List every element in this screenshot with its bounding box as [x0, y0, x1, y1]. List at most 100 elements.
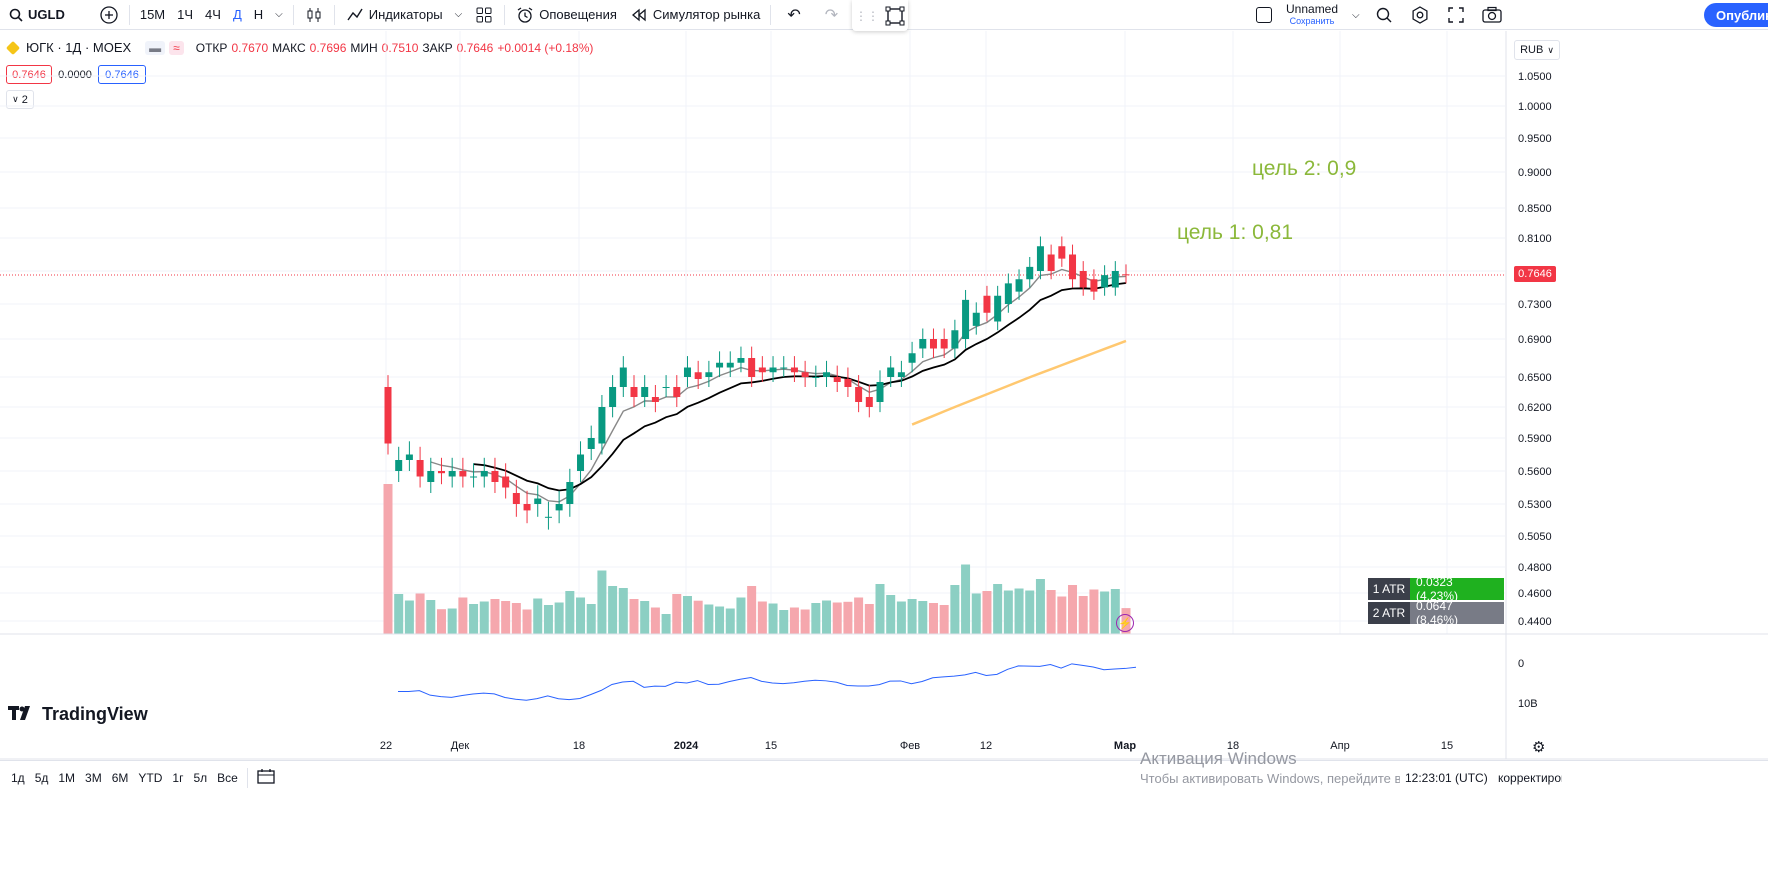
drag-handle-icon[interactable]: ⋮⋮: [855, 8, 879, 23]
layout-checkbox[interactable]: [1250, 0, 1278, 30]
volume-bar: [533, 598, 543, 634]
volume-bar: [650, 607, 660, 634]
replay-label: Симулятор рынка: [652, 7, 761, 22]
volume-bar: [618, 588, 628, 634]
volume-bar: [522, 609, 532, 634]
range-all[interactable]: Все: [217, 770, 238, 785]
candle-body: [1101, 275, 1109, 288]
layout-name: Unnamed: [1286, 2, 1339, 16]
clock[interactable]: 12:23:01 (UTC): [1405, 771, 1488, 785]
range-1y[interactable]: 1г: [172, 770, 184, 785]
candle-body: [502, 476, 510, 488]
volume-bar: [822, 600, 832, 634]
target-1-label[interactable]: цель 1: 0,81: [1177, 221, 1294, 244]
range-1m[interactable]: 1М: [58, 770, 76, 785]
legend-eye-toggle[interactable]: ▬: [145, 40, 166, 55]
price-chart[interactable]: 1.05001.00000.95000.90000.85000.81000.77…: [0, 31, 1768, 794]
volume-bars: [383, 484, 1131, 634]
undo-button[interactable]: ↶: [775, 0, 812, 30]
volume-bar: [436, 609, 446, 634]
adjust-button[interactable]: корректирование: [1498, 771, 1562, 785]
candle-body: [758, 367, 766, 373]
price-tick-label: 0.9000: [1518, 167, 1552, 179]
time-tick-label: Апр: [1330, 740, 1349, 752]
candle-body: [1069, 254, 1077, 280]
candle-body: [470, 476, 478, 478]
ask-box[interactable]: 0.7646: [98, 65, 146, 84]
volume-bar: [479, 601, 489, 634]
candle-body: [994, 295, 1002, 322]
candle-body: [1058, 246, 1066, 259]
candle-body: [555, 504, 563, 511]
compare-button[interactable]: [93, 0, 125, 30]
indicators-button[interactable]: Индикаторы: [339, 0, 449, 30]
indicators-dropdown[interactable]: ⌵: [449, 0, 469, 30]
range-ytd[interactable]: YTD: [138, 770, 163, 785]
volume-bar: [1035, 579, 1045, 634]
divider: [128, 4, 130, 25]
snapshot-button[interactable]: [1474, 0, 1510, 30]
quick-search-button[interactable]: [1366, 0, 1402, 30]
symbol-search[interactable]: UGLD: [0, 0, 71, 30]
settings-button[interactable]: [1402, 0, 1438, 30]
interval-dropdown[interactable]: ⌵: [269, 0, 289, 30]
chart-type-button[interactable]: [298, 0, 330, 30]
candle-body: [1079, 271, 1087, 288]
interval-4h[interactable]: 4Ч: [205, 7, 221, 22]
volume-bar: [682, 596, 692, 634]
layout-dropdown[interactable]: ⌵: [1346, 0, 1366, 30]
replay-button[interactable]: Симулятор рынка: [623, 0, 766, 30]
volume-bar: [736, 597, 746, 634]
volume-bar: [404, 600, 414, 634]
ema-slow-line: [473, 282, 1127, 492]
time-tick-label: 18: [1227, 740, 1239, 752]
candle-body: [619, 367, 627, 387]
target-2-label[interactable]: цель 2: 0,9: [1252, 157, 1357, 180]
lightning-icon[interactable]: ⚡: [1116, 614, 1134, 632]
templates-button[interactable]: [468, 0, 500, 30]
time-tick-label: 18: [573, 740, 585, 752]
currency-selector[interactable]: RUB ∨: [1514, 40, 1560, 60]
range-5d[interactable]: 5д: [34, 770, 49, 785]
interval-week[interactable]: Н: [253, 7, 264, 22]
bid-box[interactable]: 0.7646: [6, 65, 52, 84]
range-3m[interactable]: 3М: [85, 770, 102, 785]
rectangle-select-icon[interactable]: [885, 6, 905, 26]
range-6m[interactable]: 6М: [111, 770, 129, 785]
volume-tick-label: 0: [1518, 658, 1524, 670]
candle-body: [737, 358, 745, 363]
legend-title[interactable]: ЮГК · 1Д · MOEX: [26, 40, 132, 55]
date-range-button[interactable]: [252, 761, 280, 795]
magnifier-icon: [1374, 5, 1394, 25]
candle-body: [651, 397, 659, 402]
candle-body: [1036, 246, 1044, 271]
tradingview-logo[interactable]: TradingView: [8, 704, 148, 725]
open-label: ОТКР: [195, 40, 228, 55]
grid-icon: [474, 5, 494, 25]
candle-body: [662, 387, 670, 388]
indicators-collapse-button[interactable]: ∨ 2: [6, 90, 34, 109]
candle-body: [844, 379, 852, 387]
fullscreen-button[interactable]: [1438, 0, 1474, 30]
price-tick-label: 0.5600: [1518, 466, 1552, 478]
candle-body: [609, 387, 617, 407]
divider: [770, 4, 772, 25]
price-tick-label: 0.8100: [1518, 233, 1552, 245]
volume-bar: [800, 609, 810, 634]
layout-name-button[interactable]: Unnamed Сохранить: [1278, 0, 1346, 30]
interval-1h[interactable]: 1Ч: [177, 7, 194, 22]
legend-wave-icon[interactable]: ≈: [169, 40, 184, 55]
candle-body: [544, 516, 552, 518]
range-5y[interactable]: 5л: [193, 770, 208, 785]
candle-body: [748, 358, 756, 377]
candle-body: [1111, 271, 1119, 288]
divider: [246, 767, 248, 788]
publish-button[interactable]: Опубликовать: [1704, 3, 1768, 27]
range-1d[interactable]: 1д: [11, 770, 25, 785]
redo-button[interactable]: ↷: [813, 0, 850, 30]
interval-15m[interactable]: 15М: [139, 7, 166, 22]
settings-gear-button[interactable]: ⚙: [1532, 739, 1546, 756]
interval-day[interactable]: Д: [232, 7, 242, 22]
windows-activation-text: Чтобы активировать Windows, перейдите в …: [1140, 771, 1400, 786]
alerts-button[interactable]: Оповещения: [509, 0, 623, 30]
